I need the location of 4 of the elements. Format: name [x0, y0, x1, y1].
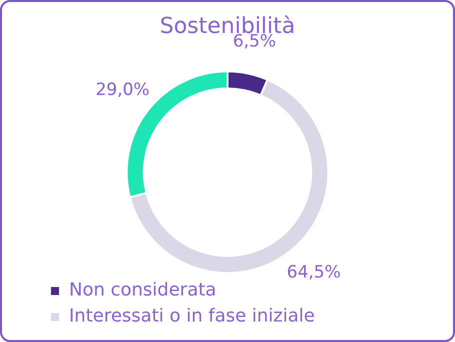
data-label: 64,5% [286, 262, 341, 283]
legend-label: Interessati o in fase iniziale [69, 306, 315, 327]
data-label: 29,0% [96, 80, 150, 100]
legend-label: Non considerata [69, 280, 216, 301]
